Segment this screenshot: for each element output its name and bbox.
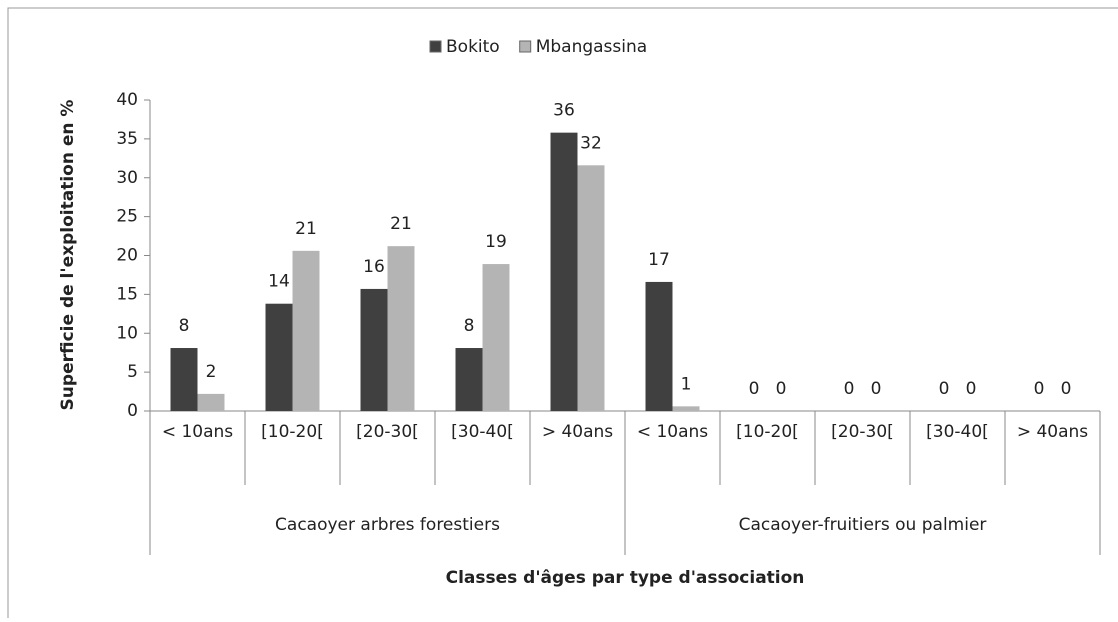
- data-label: 8: [464, 316, 475, 336]
- data-label: 0: [871, 379, 882, 399]
- data-label: 19: [485, 232, 507, 252]
- x-tick-label: > 40ans: [542, 422, 613, 442]
- data-label: 2: [206, 362, 217, 382]
- data-label: 0: [749, 379, 760, 399]
- data-label: 0: [939, 379, 950, 399]
- x-axis-title: Classes d'âges par type d'association: [446, 568, 805, 588]
- group-label: Cacaoyer-fruitiers ou palmier: [739, 515, 987, 535]
- bar: [482, 264, 510, 411]
- y-tick-label: 15: [116, 284, 138, 304]
- data-label: 36: [553, 101, 575, 121]
- data-label: 16: [363, 257, 385, 277]
- x-tick-label: [10-20[: [261, 422, 324, 442]
- data-label: 32: [580, 133, 602, 153]
- y-tick-label: 30: [116, 168, 138, 188]
- bar: [292, 250, 320, 411]
- y-tick-label: 25: [116, 207, 138, 227]
- frame: [7, 7, 1118, 622]
- y-tick-label: 35: [116, 129, 138, 149]
- data-label: 8: [179, 316, 190, 336]
- data-label: 1: [681, 374, 692, 394]
- data-label: 21: [295, 219, 317, 239]
- legend-swatch: [429, 40, 442, 53]
- bar: [197, 393, 225, 411]
- x-tick-label: [30-40[: [926, 422, 989, 442]
- bar: [645, 281, 673, 411]
- legend-label: Mbangassina: [536, 37, 648, 57]
- data-label: 17: [648, 250, 670, 270]
- y-tick-label: 5: [127, 362, 138, 382]
- group-label: Cacaoyer arbres forestiers: [275, 515, 500, 535]
- y-tick-label: 40: [116, 90, 138, 110]
- data-label: 0: [776, 379, 787, 399]
- x-tick-label: [20-30[: [356, 422, 419, 442]
- data-label: 21: [390, 214, 412, 234]
- data-label: 0: [966, 379, 977, 399]
- bar: [360, 288, 388, 411]
- bar: [455, 348, 483, 411]
- bar: [387, 246, 415, 411]
- bar: [672, 406, 700, 411]
- bar: [550, 132, 578, 411]
- x-tick-label: > 40ans: [1017, 422, 1088, 442]
- bar: [265, 303, 293, 411]
- data-label: 0: [844, 379, 855, 399]
- bar: [170, 348, 198, 411]
- data-label: 14: [268, 272, 290, 292]
- y-tick-label: 20: [116, 246, 138, 266]
- y-tick-label: 10: [116, 323, 138, 343]
- data-label: 0: [1061, 379, 1072, 399]
- x-tick-label: [20-30[: [831, 422, 894, 442]
- y-axis-title: Superficie de l'exploitation en %: [58, 100, 78, 411]
- x-tick-label: [30-40[: [451, 422, 514, 442]
- legend-swatch: [519, 40, 532, 53]
- x-tick-label: [10-20[: [736, 422, 799, 442]
- legend-label: Bokito: [446, 37, 500, 57]
- data-label: 0: [1034, 379, 1045, 399]
- bar: [577, 165, 605, 411]
- x-tick-label: < 10ans: [162, 422, 233, 442]
- x-tick-label: < 10ans: [637, 422, 708, 442]
- y-tick-label: 0: [127, 401, 138, 421]
